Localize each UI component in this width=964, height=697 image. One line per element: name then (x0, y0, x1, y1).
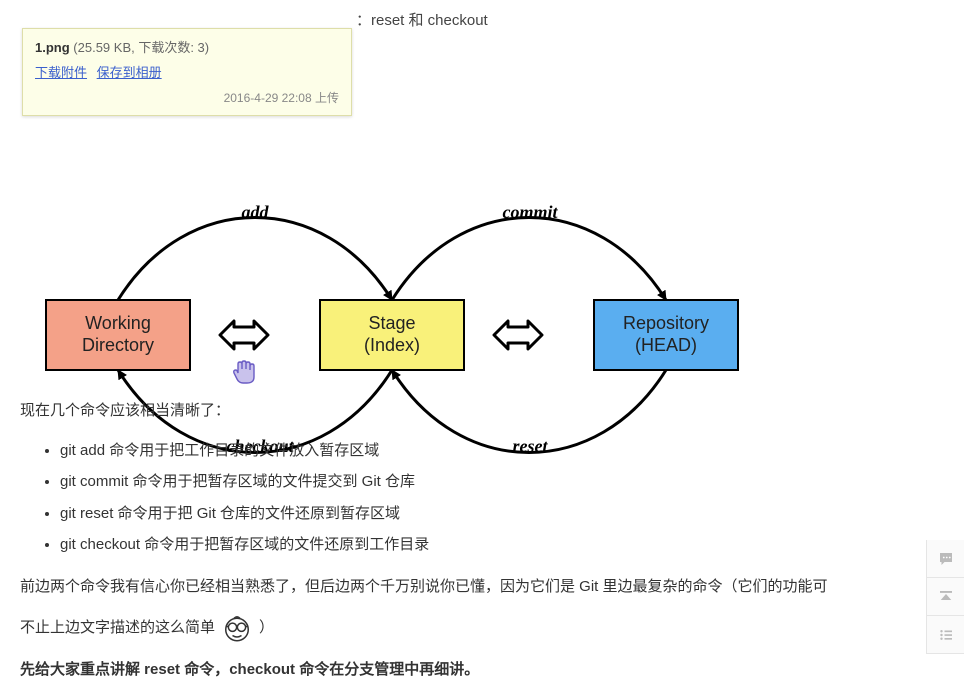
tooltip-filename: 1.png (35, 40, 70, 55)
article-body: 现在几个命令应该相当清晰了： git add 命令用于把工作目录的文件放入暂存区… (20, 398, 944, 697)
glasses-face-icon (219, 613, 255, 643)
list-item: git checkout 命令用于把暂存区域的文件还原到工作目录 (60, 532, 944, 558)
git-flow-diagram: addcommitresetcheckoutWorkingDirectorySt… (20, 100, 790, 390)
tooltip-timestamp: 2016-4-29 22:08 上传 (35, 88, 339, 108)
comment-icon (937, 550, 955, 568)
command-list: git add 命令用于把工作目录的文件放入暂存区域 git commit 命令… (60, 438, 944, 558)
svg-text:Repository: Repository (623, 313, 709, 333)
paragraph-line-b: 不止上边文字描述的这么简单 ） (20, 613, 944, 643)
tooltip-file-line: 1.png (25.59 KB, 下载次数: 3) (35, 37, 339, 59)
to-top-icon (937, 588, 955, 606)
svg-text:add: add (242, 202, 270, 222)
fragment-text: ：reset 和 checkout (356, 12, 488, 29)
paragraph-b-close: ） (259, 615, 274, 641)
scroll-top-button[interactable] (927, 578, 964, 616)
tooltip-links: 下载附件 保存到相册 (35, 62, 339, 84)
list-item: git commit 命令用于把暂存区域的文件提交到 Git 仓库 (60, 469, 944, 495)
save-to-album-link[interactable]: 保存到相册 (97, 65, 162, 80)
list-item: git reset 命令用于把 Git 仓库的文件还原到暂存区域 (60, 501, 944, 527)
svg-text:Working: Working (85, 313, 151, 333)
svg-text:(HEAD): (HEAD) (635, 335, 697, 355)
tooltip-meta: (25.59 KB, 下载次数: 3) (73, 40, 209, 55)
comment-button[interactable] (927, 540, 964, 578)
svg-text:commit: commit (503, 202, 559, 222)
side-toolbar (926, 540, 964, 654)
svg-text:Directory: Directory (82, 335, 154, 355)
page-text-fragment: ：reset 和 checkout (356, 8, 488, 34)
hand-cursor-icon (228, 355, 260, 396)
intro-line: 现在几个命令应该相当清晰了： (20, 398, 944, 424)
paragraph-line-a: 前边两个命令我有信心你已经相当熟悉了，但后边两个千万别说你已懂，因为它们是 Gi… (20, 574, 944, 600)
paragraph-b-text: 不止上边文字描述的这么简单 (20, 615, 215, 641)
outline-button[interactable] (927, 616, 964, 654)
download-attachment-link[interactable]: 下载附件 (35, 65, 87, 80)
attachment-tooltip: 1.png (25.59 KB, 下载次数: 3) 下载附件 保存到相册 201… (22, 28, 352, 116)
list-item: git add 命令用于把工作目录的文件放入暂存区域 (60, 438, 944, 464)
svg-text:Stage: Stage (368, 313, 415, 333)
svg-text:(Index): (Index) (364, 335, 420, 355)
list-icon (937, 626, 955, 644)
final-line: 先给大家重点讲解 reset 命令，checkout 命令在分支管理中再细讲。 (20, 657, 944, 683)
